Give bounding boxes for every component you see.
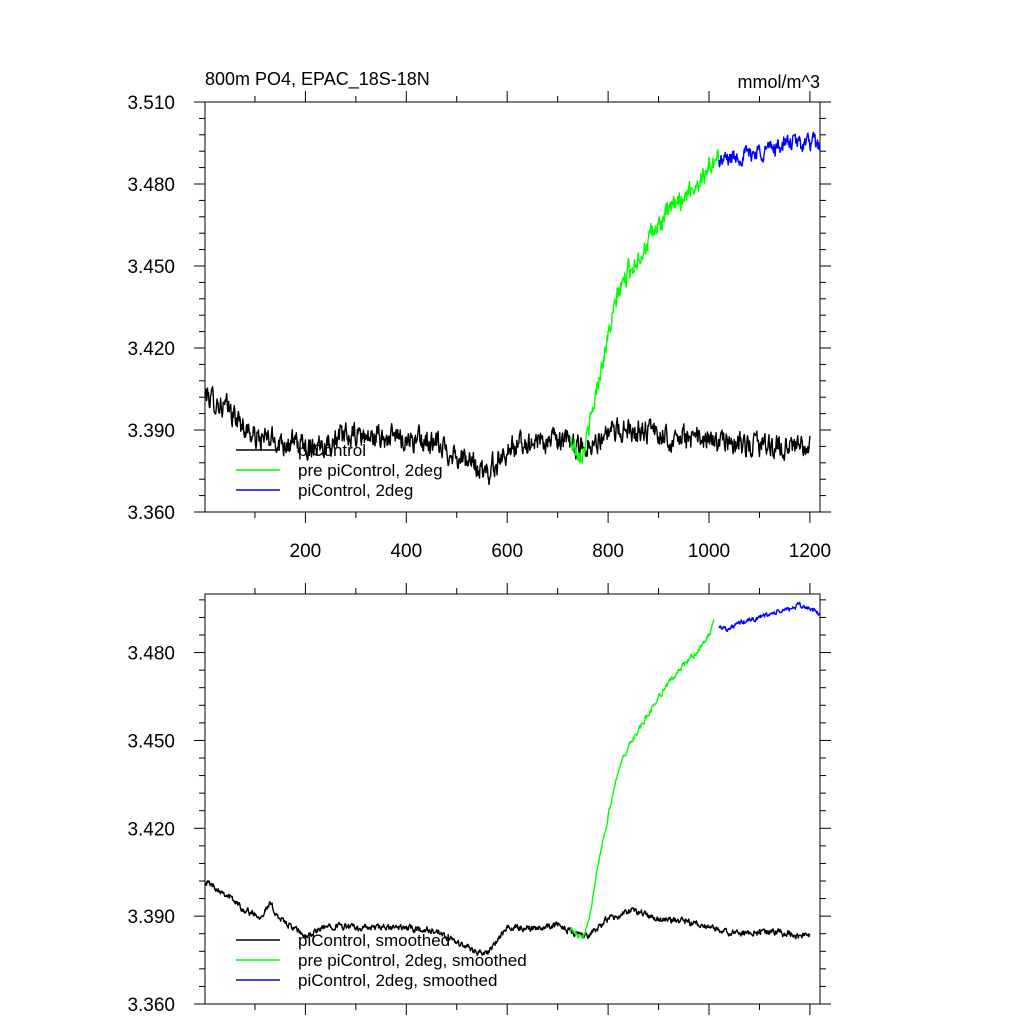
x-tick-label: 1200	[789, 541, 831, 562]
y-tick-label: 3.420	[127, 339, 175, 360]
series-line-pre-picontrol-2deg	[569, 148, 720, 464]
y-tick-label: 3.360	[127, 503, 175, 524]
x-tick-label: 200	[290, 541, 322, 562]
series-line-picontrol	[204, 386, 811, 486]
y-tick-label: 3.450	[127, 731, 175, 752]
series-line-picontrol-2deg	[718, 131, 821, 168]
legend-label: pre piControl, 2deg, smoothed	[298, 951, 527, 970]
y-tick-label: 3.390	[127, 907, 175, 928]
x-tick-label: 800	[592, 541, 624, 562]
y-tick-label: 3.390	[127, 421, 175, 442]
y-tick-label: 3.360	[127, 995, 175, 1016]
y-tick-label: 3.450	[127, 257, 175, 278]
x-tick-label: 400	[390, 541, 422, 562]
series-line-picontrol-smoothed	[204, 880, 811, 956]
top-panel: 200 400 600 800 1000 1200 3.360 3.390 3.420 3.450…	[127, 91, 831, 562]
legend-label: piControl	[298, 441, 366, 460]
chart-units: mmol/m^3	[738, 72, 820, 92]
x-tick-label: 1000	[688, 541, 730, 562]
series-line-pre-picontrol-2deg-smoothed	[570, 619, 715, 939]
series-line-picontrol-2deg-smoothed	[718, 601, 821, 633]
y-tick-label: 3.420	[127, 819, 175, 840]
legend-label: piControl, smoothed	[298, 931, 450, 950]
bottom-panel: 3.360 3.390 3.420 3.450 3.480 piControl, smoo…	[127, 583, 831, 1016]
legend-label: piControl, 2deg	[298, 481, 413, 500]
chart-title: 800m PO4, EPAC_18S-18N	[205, 69, 430, 90]
legend-label: pre piControl, 2deg	[298, 461, 443, 480]
plot-frame	[204, 101, 821, 513]
y-tick-label: 3.480	[127, 175, 175, 196]
y-tick-label: 3.510	[127, 93, 175, 114]
legend-label: piControl, 2deg, smoothed	[298, 971, 497, 990]
plot-frame	[204, 593, 821, 1005]
y-tick-label: 3.480	[127, 644, 175, 665]
x-tick-label: 600	[491, 541, 523, 562]
